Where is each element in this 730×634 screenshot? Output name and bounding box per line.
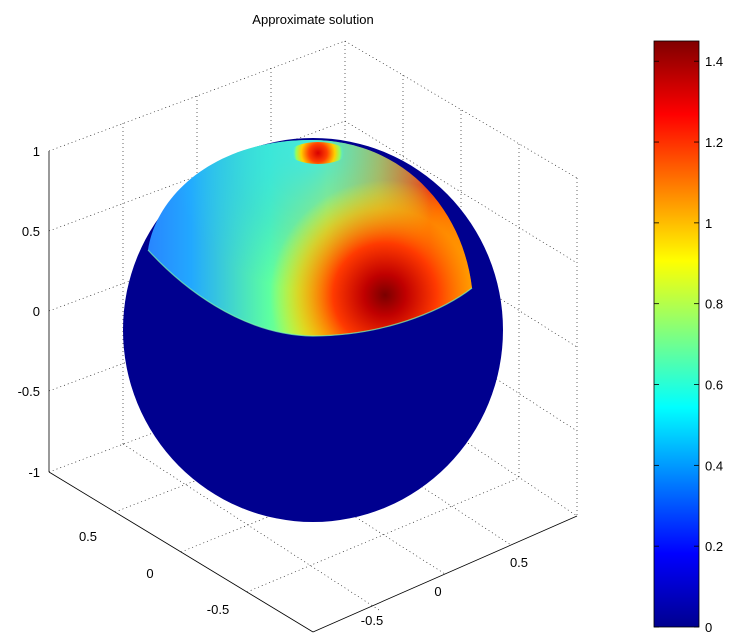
z-tick-label: -0.5 bbox=[18, 384, 40, 399]
x-ticks: 0.5 0 -0.5 bbox=[79, 529, 229, 617]
y-ticks: -0.5 0 0.5 bbox=[361, 555, 528, 628]
sphere-surface bbox=[123, 138, 503, 522]
y-tick-label: 0.5 bbox=[510, 555, 528, 570]
colorbar-tick-label: 0.8 bbox=[705, 297, 723, 312]
y-tick-label: 0 bbox=[434, 584, 441, 599]
colorbar-tick-label: 1 bbox=[705, 216, 712, 231]
z-tick-label: 0 bbox=[33, 304, 40, 319]
colorbar-tick-label: 0 bbox=[705, 620, 712, 634]
z-tick-label: 0.5 bbox=[22, 224, 40, 239]
x-tick-label: 0.5 bbox=[79, 529, 97, 544]
z-tick-label: -1 bbox=[28, 465, 40, 480]
colorbar-tick-label: 0.4 bbox=[705, 458, 723, 473]
z-ticks: 1 0.5 0 -0.5 -1 bbox=[18, 144, 40, 480]
x-tick-label: -0.5 bbox=[207, 602, 229, 617]
colorbar: 1.4 1.2 1 0.8 0.6 0.4 0.2 0 bbox=[653, 40, 723, 634]
chart-title: Approximate solution bbox=[252, 12, 373, 27]
colorbar-tick-label: 0.6 bbox=[705, 378, 723, 393]
colorbar-ticks: 1.4 1.2 1 0.8 0.6 0.4 0.2 0 bbox=[654, 54, 723, 634]
z-tick-label: 1 bbox=[33, 144, 40, 159]
colorbar-tick-label: 1.4 bbox=[705, 54, 723, 69]
colorbar-tick-label: 0.2 bbox=[705, 539, 723, 554]
x-tick-label: 0 bbox=[146, 566, 153, 581]
cut-rim bbox=[147, 249, 473, 337]
y-tick-label: -0.5 bbox=[361, 613, 383, 628]
colorbar-gradient bbox=[653, 40, 700, 628]
colorbar-tick-label: 1.2 bbox=[705, 135, 723, 150]
